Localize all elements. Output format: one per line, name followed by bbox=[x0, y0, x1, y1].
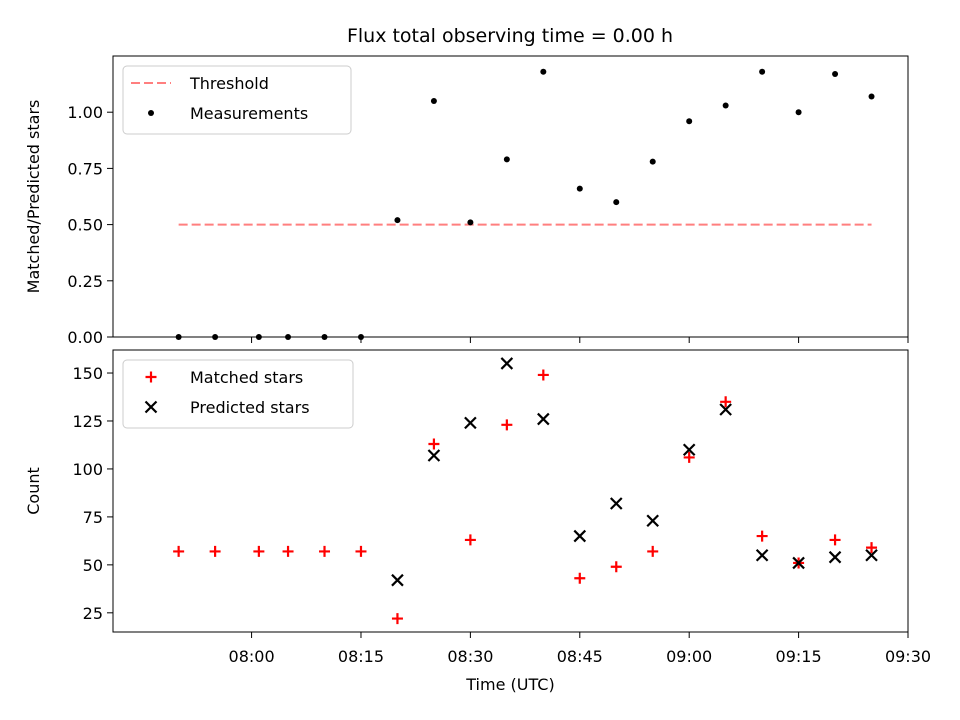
predicted-star-point bbox=[792, 556, 805, 570]
bottom-y-tick-label: 150 bbox=[72, 364, 103, 383]
top-chart-title: Flux total observing time = 0.00 h bbox=[347, 25, 673, 47]
top-y-tick-label: 0.50 bbox=[67, 216, 103, 235]
measurement-point bbox=[175, 334, 182, 340]
predicted-star-point bbox=[719, 403, 732, 416]
top-legend: Threshold Measurements bbox=[122, 65, 352, 135]
matched-star-point bbox=[829, 534, 841, 546]
bottom-y-tick-label: 25 bbox=[83, 604, 103, 623]
x-tick-label: 08:45 bbox=[557, 647, 603, 666]
matched-star-point bbox=[319, 545, 331, 557]
measurement-point bbox=[540, 68, 547, 75]
x-tick-label: 08:30 bbox=[447, 647, 493, 666]
predicted-star-point bbox=[500, 357, 514, 370]
matched-star-point bbox=[209, 545, 221, 557]
predicted-star-point bbox=[865, 548, 878, 562]
predicted-star-point bbox=[646, 514, 660, 528]
predicted-star-point bbox=[609, 497, 623, 510]
top-legend-box bbox=[122, 65, 352, 135]
bottom-legend-label: Predicted stars bbox=[190, 398, 310, 417]
measurement-point bbox=[649, 158, 656, 165]
bottom-legend-label: Matched stars bbox=[190, 368, 303, 387]
measurement-point bbox=[285, 334, 292, 340]
measurement-point bbox=[430, 97, 437, 104]
top-y-axis-label: Matched/Predicted stars bbox=[24, 100, 43, 294]
matched-star-point bbox=[173, 545, 185, 557]
measurement-point bbox=[467, 219, 474, 226]
top-legend-label: Measurements bbox=[190, 104, 308, 123]
predicted-star-point bbox=[464, 416, 477, 430]
matched-star-point bbox=[720, 396, 732, 408]
bottom-y-tick-label: 50 bbox=[83, 556, 103, 575]
top-y-tick-label: 0.25 bbox=[67, 272, 103, 291]
top-legend-label: Threshold bbox=[189, 74, 269, 93]
measurement-point bbox=[868, 93, 875, 100]
measurement-point bbox=[722, 102, 729, 109]
measurement-point bbox=[832, 70, 839, 77]
matched-star-point bbox=[253, 545, 265, 557]
x-axis-label: Time (UTC) bbox=[465, 675, 554, 694]
bottom-legend-box bbox=[122, 359, 354, 429]
matched-star-point bbox=[464, 534, 476, 546]
bottom-y-axis-label: Count bbox=[24, 467, 43, 515]
top-y-tick-label: 0.00 bbox=[67, 328, 103, 347]
measurement-point bbox=[394, 217, 401, 224]
matched-star-point bbox=[756, 530, 768, 542]
matched-star-point bbox=[574, 572, 586, 584]
bottom-y-tick-label: 75 bbox=[83, 508, 103, 527]
top-panel: 0.00 0.25 0.50 0.75 1.00 Matched/Predicted st… bbox=[24, 55, 909, 347]
predicted-star-point bbox=[682, 443, 696, 457]
bottom-legend: Matched stars Predicted stars bbox=[122, 359, 354, 429]
matched-star-point bbox=[501, 419, 513, 431]
measurement-point bbox=[357, 334, 364, 340]
measurement-point bbox=[795, 109, 802, 116]
x-tick-label: 08:00 bbox=[229, 647, 275, 666]
measurement-point bbox=[503, 156, 510, 163]
x-tick-label: 09:30 bbox=[885, 647, 931, 666]
measurement-point bbox=[576, 185, 583, 192]
x-tick-label: 09:15 bbox=[776, 647, 822, 666]
measurement-point bbox=[255, 334, 262, 340]
legend-matched-swatch bbox=[145, 371, 157, 383]
measurement-point bbox=[212, 334, 219, 340]
predicted-star-point bbox=[828, 550, 842, 564]
measurement-point bbox=[321, 334, 328, 340]
x-tick-label: 08:15 bbox=[338, 647, 384, 666]
predicted-star-point bbox=[755, 548, 769, 562]
measurement-point bbox=[686, 118, 693, 125]
top-y-tick-label: 0.75 bbox=[67, 159, 103, 178]
matched-star-point bbox=[355, 545, 367, 557]
measurement-point bbox=[613, 199, 620, 206]
matched-star-point bbox=[610, 561, 622, 573]
matched-star-point bbox=[391, 613, 403, 625]
legend-predicted-swatch bbox=[144, 400, 158, 414]
matched-star-point bbox=[866, 542, 878, 554]
predicted-star-point bbox=[537, 412, 550, 426]
matched-star-point bbox=[282, 545, 294, 557]
bottom-y-tick-label: 125 bbox=[72, 412, 103, 431]
top-y-tick-label: 1.00 bbox=[67, 103, 103, 122]
measurement-point bbox=[759, 68, 766, 75]
matched-star-point bbox=[683, 451, 695, 463]
matched-star-point bbox=[537, 369, 549, 381]
legend-measurement-swatch bbox=[148, 110, 154, 116]
predicted-star-point bbox=[391, 573, 404, 587]
predicted-star-point bbox=[573, 529, 587, 543]
x-tick-label: 09:00 bbox=[666, 647, 712, 666]
bottom-y-tick-label: 100 bbox=[72, 460, 103, 479]
predicted-star-point bbox=[427, 449, 441, 462]
bottom-panel: 25 50 75 100 125 150 Count 08:00 08:15 08:30 08:45… bbox=[24, 349, 931, 694]
matched-star-point bbox=[428, 438, 440, 450]
matched-star-point bbox=[647, 545, 659, 557]
